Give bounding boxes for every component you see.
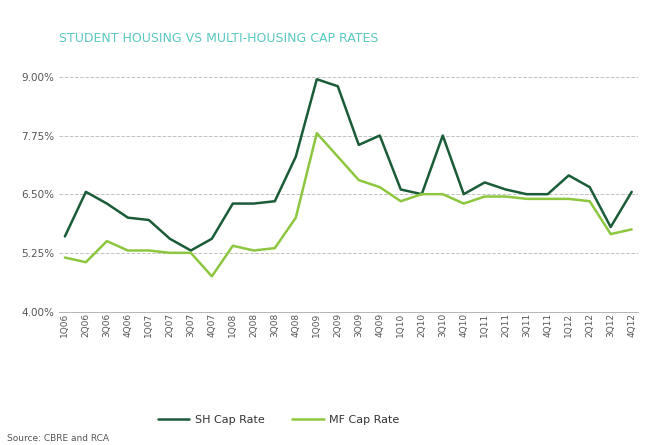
MF Cap Rate xyxy=(229,243,237,248)
SH Cap Rate xyxy=(145,217,153,222)
MF Cap Rate xyxy=(166,250,174,255)
SH Cap Rate xyxy=(103,201,111,206)
Line: SH Cap Rate: SH Cap Rate xyxy=(65,79,631,251)
SH Cap Rate xyxy=(124,215,132,220)
MF Cap Rate xyxy=(481,194,489,199)
MF Cap Rate xyxy=(607,231,615,237)
MF Cap Rate xyxy=(586,198,594,204)
MF Cap Rate xyxy=(439,191,447,197)
Line: MF Cap Rate: MF Cap Rate xyxy=(65,133,631,276)
SH Cap Rate xyxy=(628,189,635,194)
SH Cap Rate xyxy=(481,180,489,185)
SH Cap Rate xyxy=(82,189,90,194)
SH Cap Rate xyxy=(439,133,447,138)
SH Cap Rate xyxy=(166,236,174,242)
MF Cap Rate xyxy=(82,259,90,265)
MF Cap Rate xyxy=(523,196,531,202)
SH Cap Rate xyxy=(292,154,299,159)
MF Cap Rate xyxy=(124,248,132,253)
SH Cap Rate xyxy=(355,142,363,148)
MF Cap Rate xyxy=(628,227,635,232)
SH Cap Rate xyxy=(334,84,342,89)
MF Cap Rate xyxy=(355,178,363,183)
SH Cap Rate xyxy=(61,234,69,239)
MF Cap Rate xyxy=(250,248,258,253)
MF Cap Rate xyxy=(460,201,467,206)
SH Cap Rate xyxy=(376,133,383,138)
MF Cap Rate xyxy=(418,191,426,197)
SH Cap Rate xyxy=(565,173,573,178)
Text: STUDENT HOUSING VS MULTI-HOUSING CAP RATES: STUDENT HOUSING VS MULTI-HOUSING CAP RAT… xyxy=(59,32,378,45)
SH Cap Rate xyxy=(523,191,531,197)
SH Cap Rate xyxy=(229,201,237,206)
SH Cap Rate xyxy=(460,191,467,197)
MF Cap Rate xyxy=(292,215,299,220)
MF Cap Rate xyxy=(376,185,383,190)
MF Cap Rate xyxy=(103,239,111,244)
SH Cap Rate xyxy=(418,191,426,197)
MF Cap Rate xyxy=(271,246,279,251)
SH Cap Rate xyxy=(397,187,405,192)
MF Cap Rate xyxy=(397,198,405,204)
MF Cap Rate xyxy=(313,130,321,136)
MF Cap Rate xyxy=(565,196,573,202)
SH Cap Rate xyxy=(187,248,195,253)
SH Cap Rate xyxy=(502,187,510,192)
MF Cap Rate xyxy=(187,250,195,255)
Text: Source: CBRE and RCA: Source: CBRE and RCA xyxy=(7,434,109,443)
SH Cap Rate xyxy=(250,201,258,206)
MF Cap Rate xyxy=(61,255,69,260)
SH Cap Rate xyxy=(313,77,321,82)
MF Cap Rate xyxy=(544,196,551,202)
MF Cap Rate xyxy=(502,194,510,199)
SH Cap Rate xyxy=(586,185,594,190)
SH Cap Rate xyxy=(271,198,279,204)
SH Cap Rate xyxy=(208,236,215,242)
Legend: SH Cap Rate, MF Cap Rate: SH Cap Rate, MF Cap Rate xyxy=(158,415,399,425)
MF Cap Rate xyxy=(145,248,153,253)
SH Cap Rate xyxy=(544,191,551,197)
MF Cap Rate xyxy=(334,154,342,159)
MF Cap Rate xyxy=(208,274,215,279)
SH Cap Rate xyxy=(607,224,615,230)
